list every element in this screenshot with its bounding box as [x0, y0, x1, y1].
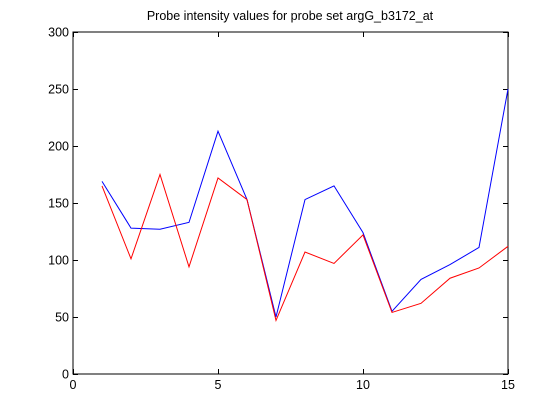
x-tick-label: 5 — [215, 378, 222, 392]
y-tick-label: 100 — [48, 254, 69, 268]
y-tick-label: 300 — [48, 26, 69, 40]
plot-area-box — [72, 31, 509, 375]
y-tick-label: 0 — [62, 368, 69, 382]
chart-title: Probe intensity values for probe set arg… — [147, 9, 434, 23]
x-tick-label: 15 — [501, 378, 515, 392]
series-line-1 — [101, 88, 509, 318]
y-tick-label: 50 — [55, 311, 69, 325]
y-tick-label: 200 — [48, 140, 69, 154]
x-tick-label: 10 — [356, 378, 370, 392]
series-line-2 — [101, 172, 509, 323]
y-tick-label: 250 — [48, 83, 69, 97]
y-tick-label: 150 — [48, 197, 69, 211]
x-tick-label: 0 — [70, 378, 77, 392]
